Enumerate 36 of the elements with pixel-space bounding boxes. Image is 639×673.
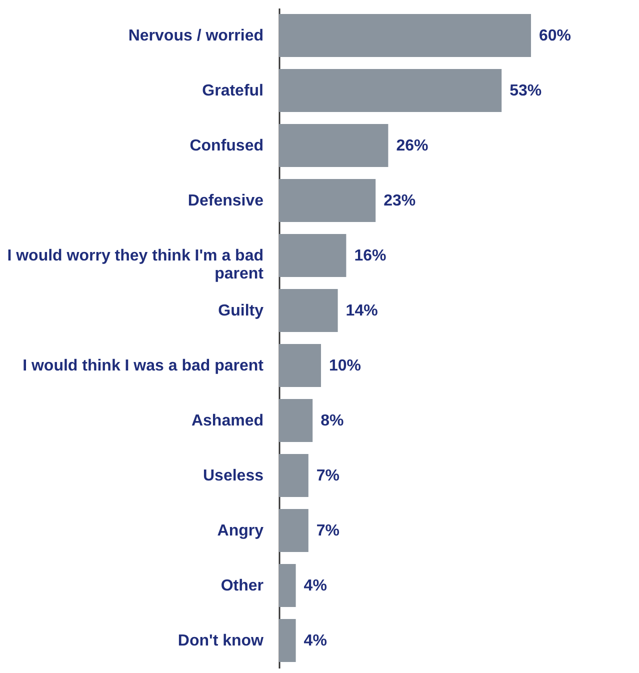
bar [279,234,346,277]
y-tick-label: I would worry they think I'm a bad parent [7,248,264,282]
data-label: 60% [539,28,572,44]
y-tick-label: Useless [203,468,264,484]
bar [279,509,308,552]
bar [279,454,308,497]
y-tick-label: Don't know [178,632,264,650]
data-label: 23% [384,192,416,210]
data-label: 4% [304,578,327,594]
data-label: 7% [316,522,340,540]
data-label: 53% [510,82,542,100]
bar [279,124,388,167]
y-tick-label: Guilty [218,302,264,320]
y-tick-label: Angry [217,522,264,540]
y-tick-label: Ashamed [191,412,264,430]
data-label: 26% [396,138,428,154]
data-label: 10% [329,358,362,374]
bar [279,564,296,607]
bar [279,69,502,112]
bar [279,289,338,332]
data-label: 14% [346,302,378,320]
data-label: 4% [304,632,327,650]
y-tick-label: Nervous / worried [128,28,264,44]
y-tick-label: I would think I was a bad parent [22,358,264,374]
data-label: 7% [316,468,340,484]
y-tick-label: Confused [190,138,264,154]
bar [279,619,296,662]
bar [279,179,376,222]
bar [279,344,321,387]
y-tick-label: Other [220,578,264,594]
data-label: 8% [320,412,344,430]
bar [279,399,313,442]
bar [279,14,531,57]
y-tick-label: Grateful [202,82,264,100]
y-tick-label: Defensive [188,192,264,210]
data-label: 16% [354,248,386,264]
